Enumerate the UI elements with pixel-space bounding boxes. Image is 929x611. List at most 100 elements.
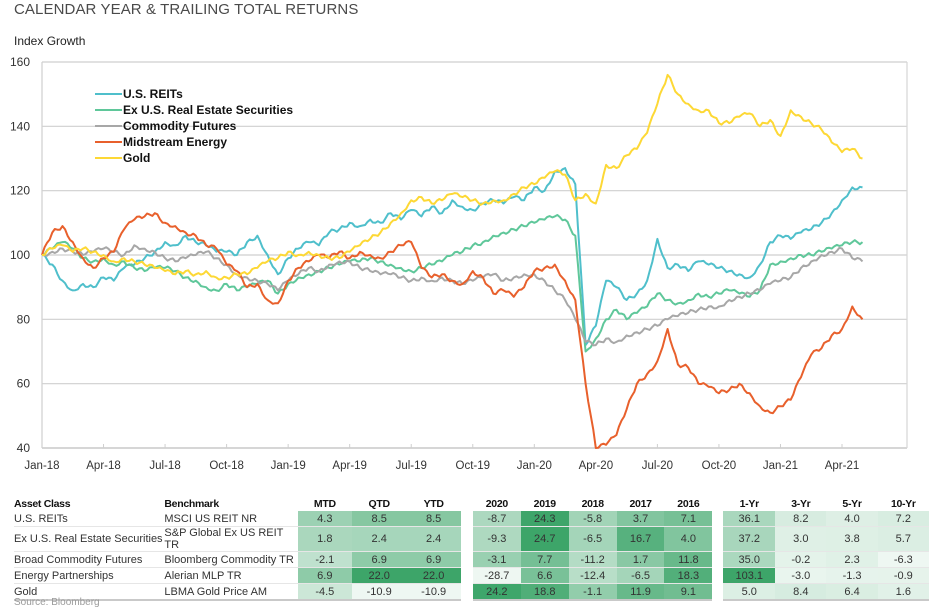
column-gap — [461, 552, 473, 568]
return-cell: 18.8 — [520, 583, 569, 601]
return-cell: 3.8 — [826, 526, 878, 552]
benchmark-cell: LBMA Gold Price AM — [164, 583, 298, 601]
return-cell: 2.3 — [826, 551, 878, 568]
table-row: U.S. REITs MSCI US REIT NR 4.3 8.5 8.5 -8.7 24… — [14, 511, 929, 527]
header-asset-class: Asset Class — [14, 498, 71, 510]
column-gap — [712, 552, 723, 568]
header-mtd: MTD — [313, 498, 336, 510]
return-cell: 8.4 — [775, 583, 827, 601]
y-tick-label: 140 — [10, 119, 30, 133]
header-qtd: QTD — [368, 498, 391, 510]
header-5-yr: 5-Yr — [842, 498, 862, 510]
return-cell: 103.1 — [723, 567, 776, 584]
return-cell: 7.1 — [664, 511, 713, 527]
return-cell: 11.8 — [664, 551, 713, 568]
benchmark-cell: S&P Global Ex US REIT TR — [164, 526, 298, 552]
column-gap — [712, 527, 723, 552]
column-gap — [461, 584, 473, 601]
series-line-midstream-energy — [41, 212, 864, 449]
source-note: Source: Bloomberg — [14, 597, 100, 608]
table-row: Gold LBMA Gold Price AM -4.5 -10.9 -10.9 24.2… — [14, 583, 929, 601]
return-cell: -6.5 — [616, 567, 665, 584]
series-line-ex-u-s-real-estate-securities — [41, 214, 864, 353]
return-cell: 2.4 — [406, 526, 461, 552]
return-cell: 24.3 — [520, 511, 569, 527]
asset-class-cell: Energy Partnerships — [14, 567, 165, 584]
return-cell: -3.0 — [775, 567, 827, 584]
return-cell: 2.4 — [351, 526, 407, 552]
benchmark-cell: Bloomberg Commodity TR — [164, 551, 298, 568]
column-gap — [712, 511, 723, 527]
header-2020: 2020 — [485, 498, 508, 510]
return-cell: -0.2 — [775, 551, 827, 568]
x-tick-label: Jan-19 — [271, 460, 306, 472]
asset-class-cell: Broad Commodity Futures — [14, 551, 165, 568]
return-cell: 7.7 — [520, 551, 569, 568]
return-cell: 22.0 — [351, 567, 407, 584]
return-cell: 6.6 — [520, 567, 569, 584]
column-gap — [461, 527, 473, 552]
return-cell: 24.7 — [520, 526, 569, 552]
return-cell: 1.7 — [616, 551, 665, 568]
series-line-gold — [41, 73, 863, 281]
column-gap — [712, 584, 723, 601]
legend-label: Midstream Energy — [123, 135, 227, 149]
return-cell: 5.7 — [877, 526, 929, 552]
return-cell: -1.3 — [826, 567, 878, 584]
return-cell: -8.7 — [472, 511, 521, 527]
x-tick-label: Apr-18 — [86, 460, 121, 472]
return-cell: -10.9 — [351, 583, 407, 601]
y-tick-label: 100 — [10, 248, 30, 262]
legend-label: Gold — [123, 151, 150, 165]
return-cell: 6.9 — [406, 551, 461, 568]
benchmark-cell: Alerian MLP TR — [164, 567, 298, 584]
gridlines — [41, 61, 908, 449]
y-tick-label: 160 — [10, 55, 30, 69]
series-lines — [41, 73, 864, 449]
return-cell: 8.2 — [775, 511, 827, 527]
column-gap — [712, 497, 723, 511]
return-cell: 36.1 — [723, 511, 776, 527]
return-cell: -3.1 — [472, 551, 521, 568]
header-benchmark: Benchmark — [164, 498, 219, 510]
return-cell: -6.5 — [568, 526, 617, 552]
header-3-yr: 3-Yr — [791, 498, 811, 510]
x-tick-label: Jan-20 — [517, 460, 552, 472]
x-tick-label: Oct-18 — [209, 460, 244, 472]
return-cell: 6.9 — [351, 551, 407, 568]
x-tick-label: Jul-19 — [396, 460, 427, 472]
column-gap — [461, 511, 473, 527]
return-cell: 22.0 — [406, 567, 461, 584]
return-cell: 1.8 — [297, 526, 352, 552]
x-tick-label: Apr-19 — [332, 460, 367, 472]
asset-class-cell: Ex U.S. Real Estate Securities — [14, 526, 165, 552]
returns-table: Asset Class Benchmark MTD QTD YTD 2020 2019 201… — [14, 497, 929, 601]
return-cell: 16.7 — [616, 526, 665, 552]
return-cell: 4.0 — [826, 511, 878, 527]
return-cell: -9.3 — [472, 526, 521, 552]
y-tick-label: 80 — [17, 312, 31, 326]
return-cell: 11.9 — [616, 583, 665, 601]
legend-label: Ex U.S. Real Estate Securities — [123, 103, 293, 117]
x-axis-ticks: Jan-18 Apr-18 Jul-18 Oct-18 Jan-19 Apr-19 Jul-… — [24, 444, 859, 472]
chart-subtitle: Index Growth — [14, 34, 86, 48]
return-cell: -10.9 — [406, 583, 461, 601]
table-row: Broad Commodity Futures Bloomberg Commodi… — [14, 551, 929, 568]
legend: U.S. REITs Ex U.S. Real Estate Securities… — [95, 87, 293, 165]
y-tick-label: 40 — [17, 441, 31, 455]
y-axis-ticks: 40 60 80 100 120 140 160 — [10, 55, 30, 455]
page-title: CALENDAR YEAR & TRAILING TOTAL RETURNS — [14, 1, 359, 18]
return-cell: 7.2 — [877, 511, 929, 527]
header-2017: 2017 — [629, 498, 652, 510]
return-cell: 4.3 — [297, 511, 352, 527]
return-cell: 6.4 — [826, 583, 878, 601]
return-cell: 1.6 — [877, 583, 929, 601]
return-cell: 3.0 — [775, 526, 827, 552]
x-tick-label: Jan-18 — [24, 460, 59, 472]
header-ytd: YTD — [423, 498, 444, 510]
x-tick-label: Apr-21 — [825, 460, 860, 472]
index-growth-chart: 40 60 80 100 120 140 160 Jan-18 Apr-18 Jul-18 Oct… — [10, 55, 908, 472]
return-cell: 8.5 — [406, 511, 461, 527]
return-cell: 5.0 — [723, 583, 776, 601]
table-row: Energy Partnerships Alerian MLP TR 6.9 22.0… — [14, 567, 929, 584]
